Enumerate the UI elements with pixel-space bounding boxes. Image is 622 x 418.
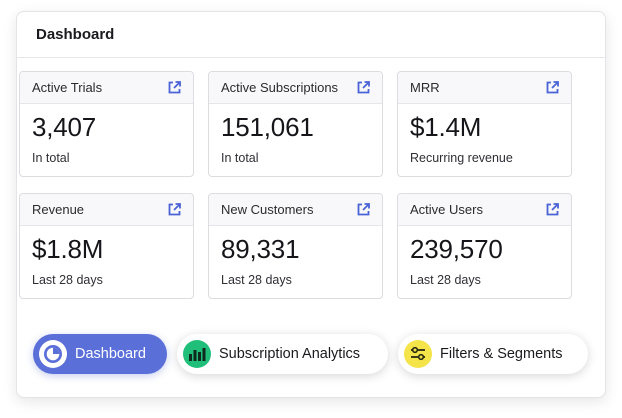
nav-subscription-analytics-label: Subscription Analytics	[219, 346, 361, 362]
external-link-icon[interactable]	[546, 203, 559, 216]
external-link-icon[interactable]	[168, 81, 181, 94]
sliders-icon	[404, 340, 432, 368]
metrics-grid: Active Trials 3,407 In total Active Subs…	[19, 71, 572, 301]
metric-card-revenue: Revenue $1.8M Last 28 days	[19, 193, 194, 299]
metric-value: 89,331	[221, 234, 300, 264]
nav-subscription-analytics-button[interactable]: Subscription Analytics	[177, 334, 388, 374]
metric-value: 3,407	[32, 112, 97, 142]
metric-subtitle: Last 28 days	[32, 273, 103, 287]
page-title: Dashboard	[36, 26, 115, 43]
metric-card-active-users: Active Users 239,570 Last 28 days	[397, 193, 572, 299]
metric-card-active-subscriptions: Active Subscriptions 151,061 In total	[208, 71, 383, 177]
metric-subtitle: Last 28 days	[410, 273, 481, 287]
external-link-icon[interactable]	[546, 81, 559, 94]
metric-card-new-customers: New Customers 89,331 Last 28 days	[208, 193, 383, 299]
metric-subtitle: In total	[32, 151, 70, 165]
bar-chart-icon	[183, 340, 211, 368]
nav-filters-segments-button[interactable]: Filters & Segments	[398, 334, 588, 374]
metric-subtitle: Recurring revenue	[410, 151, 513, 165]
metric-card-active-trials: Active Trials 3,407 In total	[19, 71, 194, 177]
metric-label: Active Users	[410, 202, 483, 217]
metric-subtitle: Last 28 days	[221, 273, 292, 287]
metric-card-mrr: MRR $1.4M Recurring revenue	[397, 71, 572, 177]
nav-dashboard-label: Dashboard	[75, 346, 146, 362]
external-link-icon[interactable]	[357, 203, 370, 216]
metric-label: Active Trials	[32, 80, 103, 95]
nav-filters-segments-label: Filters & Segments	[440, 346, 563, 362]
metric-subtitle: In total	[221, 151, 259, 165]
nav-dashboard-button[interactable]: Dashboard	[33, 334, 167, 374]
metric-label: MRR	[410, 80, 440, 95]
pie-chart-icon	[39, 340, 67, 368]
metric-label: Active Subscriptions	[221, 80, 339, 95]
panel-header: Dashboard	[17, 12, 605, 58]
metric-value: $1.4M	[410, 112, 482, 142]
metric-value: 151,061	[221, 112, 314, 142]
metric-label: New Customers	[221, 202, 314, 217]
external-link-icon[interactable]	[357, 81, 370, 94]
external-link-icon[interactable]	[168, 203, 181, 216]
metric-value: 239,570	[410, 234, 503, 264]
metric-value: $1.8M	[32, 234, 104, 264]
metric-label: Revenue	[32, 202, 85, 217]
